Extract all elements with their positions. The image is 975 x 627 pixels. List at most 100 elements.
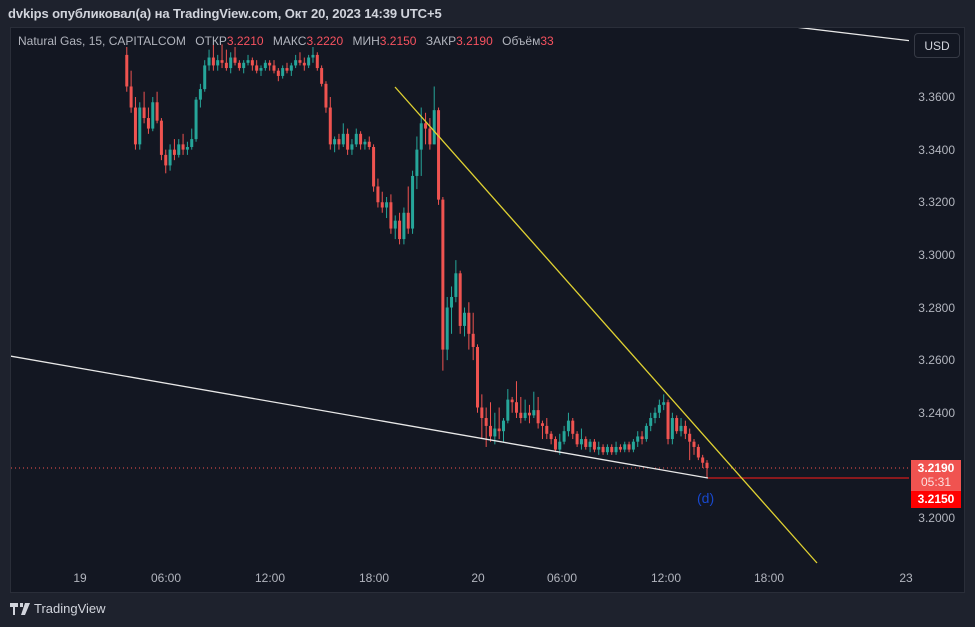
candle — [380, 202, 384, 208]
candle — [701, 457, 705, 463]
candle — [592, 441, 596, 450]
candle — [597, 446, 601, 450]
candle — [675, 418, 679, 432]
candle — [575, 433, 579, 445]
candle — [644, 425, 648, 440]
time-tick: 06:00 — [150, 571, 182, 585]
candle — [328, 107, 332, 145]
candle — [402, 212, 406, 240]
candle — [419, 123, 423, 150]
candle — [501, 420, 505, 432]
candle — [662, 402, 666, 405]
last-price-label: 3.2190 05:31 — [911, 460, 961, 491]
candle — [666, 402, 670, 440]
candle — [636, 436, 640, 442]
low-price-label: 3.2150 — [911, 491, 961, 508]
candle — [372, 146, 376, 187]
volume-value: 33 — [540, 34, 554, 48]
candle — [138, 107, 142, 145]
candle — [320, 68, 324, 84]
candle — [211, 57, 215, 66]
candle — [229, 57, 233, 69]
candle — [679, 425, 683, 432]
candle — [376, 186, 380, 203]
time-tick: 20 — [471, 571, 485, 585]
candle — [705, 462, 709, 469]
candle — [692, 441, 696, 447]
candle — [276, 70, 280, 76]
candle — [523, 412, 527, 419]
candle — [337, 139, 341, 145]
candle — [610, 446, 614, 453]
candle — [411, 175, 415, 229]
candle — [285, 68, 289, 71]
candle — [268, 62, 272, 66]
candle — [237, 62, 241, 69]
candle — [471, 333, 475, 347]
candle — [432, 110, 436, 145]
candle — [696, 446, 700, 458]
candle — [406, 212, 410, 229]
candle — [333, 139, 337, 145]
candle — [393, 220, 397, 229]
trendline-lower-white[interactable] — [10, 355, 709, 479]
candle — [670, 418, 674, 440]
candle — [272, 65, 276, 71]
trendline-upper-yellow[interactable] — [394, 86, 818, 564]
candle — [657, 404, 661, 413]
candle — [181, 144, 185, 150]
time-tick: 06:00 — [546, 571, 578, 585]
candle — [579, 439, 583, 445]
open-value: 3.2210 — [226, 34, 264, 48]
candle — [514, 402, 518, 413]
chart-pane[interactable] — [10, 27, 965, 593]
candle — [220, 60, 224, 63]
footer-branding: TradingView — [10, 601, 106, 616]
candle — [683, 425, 687, 434]
wave-annotation-d[interactable]: (d) — [697, 490, 715, 506]
candle — [324, 83, 328, 108]
candle — [172, 149, 176, 155]
candle — [311, 54, 315, 58]
candle — [441, 199, 445, 350]
candle — [688, 433, 692, 442]
candle — [540, 423, 544, 426]
candle — [428, 128, 432, 145]
candle — [133, 107, 137, 145]
candle — [424, 123, 428, 129]
candle — [484, 418, 488, 426]
candle — [536, 410, 540, 424]
candle — [566, 420, 570, 432]
trendline-top-white[interactable] — [795, 27, 912, 42]
price-tick: 3.3000 — [918, 247, 955, 262]
currency-button[interactable]: USD — [914, 33, 960, 58]
candle — [259, 68, 263, 71]
candle — [415, 149, 419, 176]
candle — [146, 118, 150, 129]
candle — [653, 412, 657, 419]
candle — [445, 307, 449, 350]
high-label: МАКС — [272, 34, 307, 48]
candle — [302, 62, 306, 66]
candle — [510, 399, 514, 403]
candle — [605, 446, 609, 453]
candle — [588, 441, 592, 447]
candle — [363, 141, 367, 145]
candle — [359, 133, 363, 145]
candle — [207, 57, 211, 66]
candle — [601, 446, 605, 453]
candle — [506, 399, 510, 421]
candle — [458, 273, 462, 326]
symbol-title[interactable]: Natural Gas, 15, CAPITALCOM — [18, 34, 186, 48]
candle — [315, 54, 319, 69]
candle — [558, 441, 562, 450]
candle — [198, 89, 202, 100]
candle — [454, 273, 458, 297]
candle — [129, 86, 133, 108]
price-tick: 3.2000 — [918, 511, 955, 525]
candle — [125, 54, 129, 87]
price-tick: 3.3400 — [918, 142, 955, 157]
price-tick: 3.3200 — [918, 195, 955, 210]
candle — [242, 62, 246, 69]
